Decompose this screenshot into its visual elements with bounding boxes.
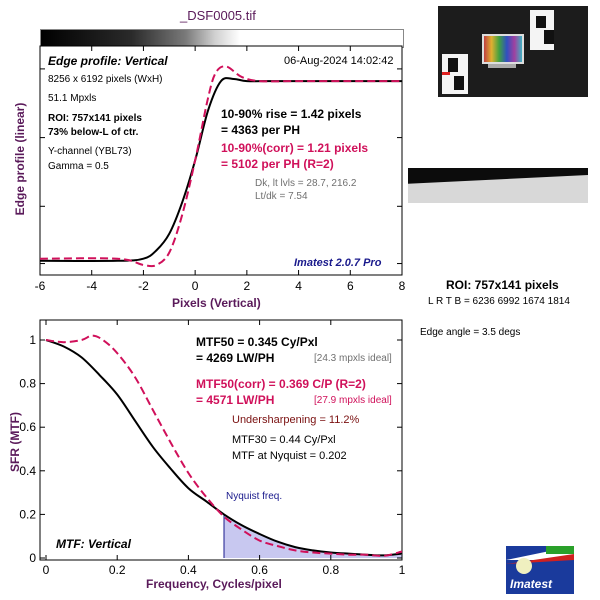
mtf-xtick-label: 0.8 (322, 563, 339, 577)
mtf-nyquist: MTF at Nyquist = 0.202 (232, 450, 347, 462)
undersharpening: Undersharpening = 11.2% (232, 414, 360, 426)
logo-circle (516, 558, 532, 574)
roi-thumbnail (408, 168, 588, 203)
edge-roi-1: ROI: 757x141 pixels (48, 113, 142, 124)
edge-roi-2: 73% below-L of ctr. (48, 127, 139, 138)
edge-ylabel: Edge profile (linear) (13, 102, 27, 216)
thumb-target-black-2 (544, 30, 554, 44)
mtf-ytick-label: 0.6 (19, 420, 36, 434)
mtf-xtick-label: 1 (399, 563, 406, 577)
edge-xtick-label: 2 (244, 279, 251, 293)
edge-rise-2: = 4363 per PH (221, 123, 301, 137)
edge-series-corrected (39, 65, 402, 268)
edge-xtick-label: 4 (295, 279, 302, 293)
edge-info-2: 51.1 Mpxls (48, 93, 97, 104)
mtf-ytick-label: 0.4 (19, 464, 36, 478)
mtf50-ideal: [24.3 mpxls ideal] (314, 353, 392, 364)
thumb-color-patches (482, 34, 524, 64)
mtf50-2: = 4269 LW/PH (196, 351, 275, 365)
mtf-ytick-label: 0 (29, 551, 36, 565)
mtf-xtick-label: 0.2 (109, 563, 126, 577)
roi-light-region (408, 175, 588, 203)
mtf-ylabel: SFR (MTF) (8, 412, 22, 472)
edge-channel-2: Gamma = 0.5 (48, 161, 109, 172)
version-label: Imatest 2.0.7 Pro (294, 257, 382, 269)
mtf-ytick-label: 0.2 (19, 507, 36, 521)
edge-xtick-label: -4 (86, 279, 97, 293)
edge-xtick-label: 8 (399, 279, 406, 293)
edge-xtick-label: 0 (192, 279, 199, 293)
mtf30: MTF30 = 0.44 Cy/Pxl (232, 434, 336, 446)
mtf-plot-title: MTF: Vertical (56, 537, 131, 551)
edge-channel-1: Y-channel (YBL73) (48, 146, 132, 157)
edge-rise-corr-2: = 5102 per PH (R=2) (221, 157, 334, 171)
edge-rise-1: 10-90% rise = 1.42 pixels (221, 107, 362, 121)
edge-dk-2: Lt/dk = 7.54 (255, 191, 308, 202)
edge-info-1: 8256 x 6192 pixels (WxH) (48, 74, 163, 85)
logo-green-top (546, 546, 574, 554)
edge-xlabel: Pixels (Vertical) (172, 296, 261, 310)
edge-xtick-label: -2 (138, 279, 149, 293)
side-roi: ROI: 757x141 pixels (446, 278, 559, 292)
logo-text: Imatest (510, 577, 553, 591)
mtf-xtick-label: 0 (43, 563, 50, 577)
thumb-target-black-1 (536, 16, 546, 28)
side-edge-angle: Edge angle = 3.5 degs (420, 327, 521, 338)
mtf-series-corrected (45, 334, 403, 557)
mtf-xlabel: Frequency, Cycles/pixel (146, 577, 282, 591)
side-lrtb: L R T B = 6236 6992 1674 1814 (428, 296, 570, 307)
mtf-series-uncorrected (45, 339, 403, 557)
edge-timestamp: 06-Aug-2024 14:02:42 (284, 55, 394, 67)
mtf50-corr-2: = 4571 LW/PH (196, 393, 275, 407)
nyquist-label: Nyquist freq. (226, 491, 283, 502)
edge-plot-title: Edge profile: Vertical (48, 54, 168, 68)
edge-dk-1: Dk, lt lvls = 28.7, 216.2 (255, 178, 357, 189)
logo-red-band (506, 554, 574, 564)
thumb-target-black-4 (454, 76, 464, 90)
mtf-xtick-label: 0.6 (251, 563, 268, 577)
file-title: _DSF0005.tif (180, 8, 256, 23)
edge-xtick-label: 6 (347, 279, 354, 293)
edge-rise-corr-1: 10-90%(corr) = 1.21 pixels (221, 141, 369, 155)
imatest-logo: Imatest (506, 546, 574, 594)
thumb-roi-marker (442, 72, 450, 75)
mtf-xtick-label: 0.4 (180, 563, 197, 577)
thumb-target-black-3 (448, 58, 458, 72)
mtf50-1: MTF50 = 0.345 Cy/Pxl (196, 335, 318, 349)
mtf50-corr-1: MTF50(corr) = 0.369 C/P (R=2) (196, 377, 366, 391)
mtf-ytick-label: 0.8 (19, 377, 36, 391)
chart-thumbnail (438, 6, 588, 97)
edge-xtick-label: -6 (35, 279, 46, 293)
nyquist-region (224, 514, 402, 558)
thumb-label-strip (488, 64, 516, 68)
mtf-ytick-label: 1 (29, 333, 36, 347)
mtf50-corr-ideal: [27.9 mpxls ideal] (314, 395, 392, 406)
